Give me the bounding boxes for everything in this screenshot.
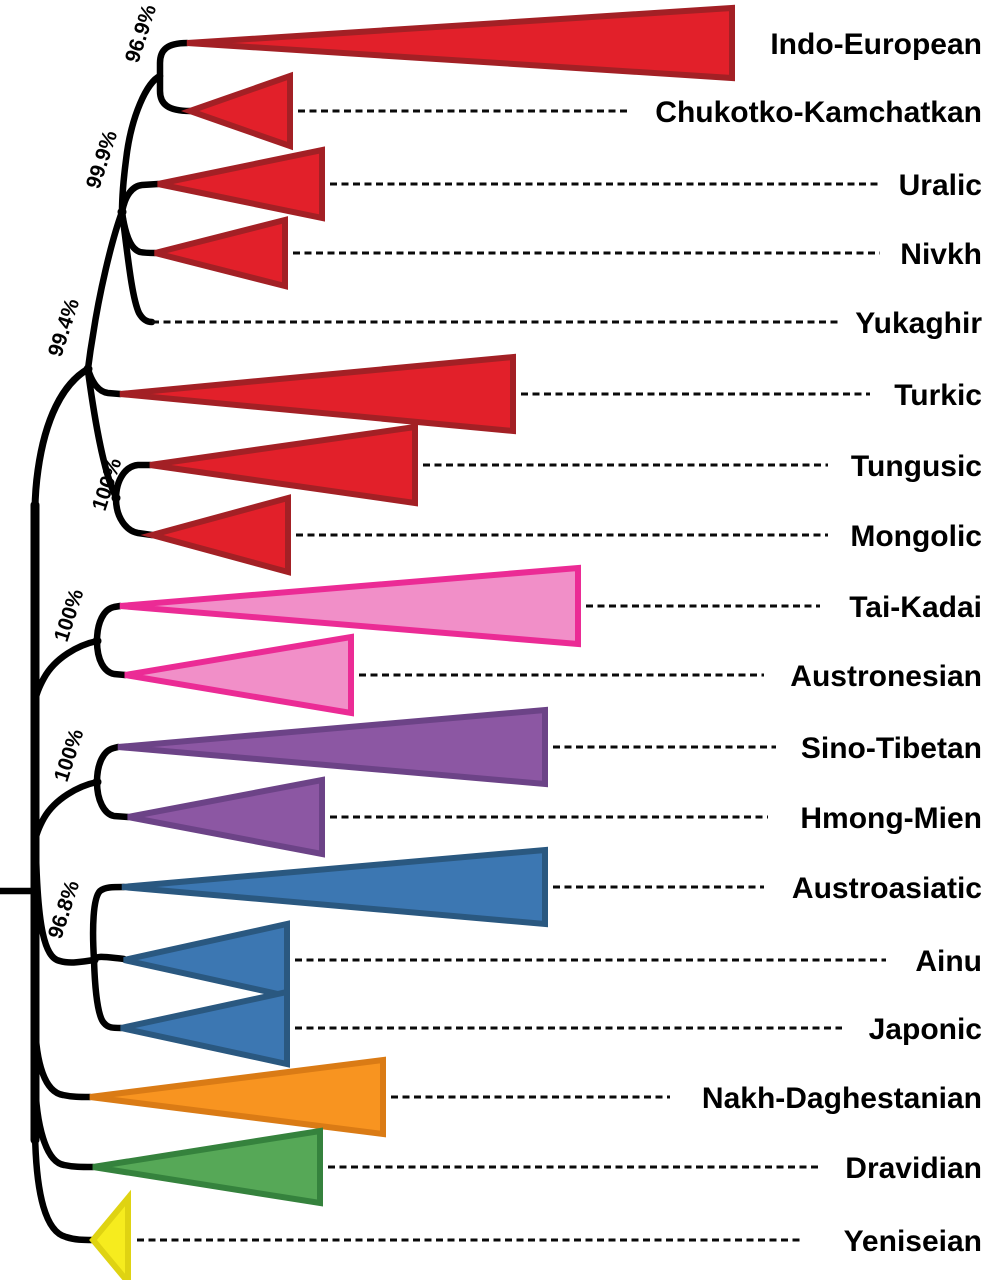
leaf-label-tungusic: Tungusic bbox=[851, 450, 982, 483]
leaf-label-turkic: Turkic bbox=[894, 379, 982, 412]
clade-triangle-sino-tibetan bbox=[117, 706, 548, 788]
edge-n3-to-n4 bbox=[84, 367, 120, 501]
leaf-label-ainu: Ainu bbox=[915, 945, 982, 978]
leaf-label-nivkh: Nivkh bbox=[900, 238, 982, 271]
leaf-label-chukotko-kamchatkan: Chukotko-Kamchatkan bbox=[655, 96, 982, 129]
node-100-tungusic-mongolic bbox=[111, 493, 121, 503]
node-100-taikadai-austronesian bbox=[92, 636, 102, 646]
clade-triangle-tungusic bbox=[149, 423, 418, 507]
clade-triangle-uralic bbox=[157, 146, 325, 222]
clade-triangle-chukotko-kamchatkan bbox=[180, 71, 293, 151]
leaf-label-yukaghir: Yukaghir bbox=[855, 307, 982, 340]
node-100-sinotibetan-hmongmien bbox=[92, 777, 102, 787]
edge-root-dravidian bbox=[31, 1074, 97, 1171]
edge-n3-to-trunk bbox=[31, 365, 92, 516]
clade-triangle-nakh-daghestanian bbox=[89, 1056, 386, 1138]
leaf-label-austronesian: Austronesian bbox=[790, 660, 982, 693]
support-label-2: 99.4% bbox=[44, 295, 84, 359]
edge-ieck-to-n2 bbox=[118, 72, 164, 216]
clade-triangle-nivkh bbox=[154, 216, 288, 290]
clade-triangle-austronesian bbox=[124, 633, 354, 717]
edge-n2-uralic bbox=[118, 180, 162, 216]
edge-n7-austroasiatic bbox=[89, 883, 128, 964]
node-99.4 bbox=[83, 364, 93, 374]
clade-triangle-japonic bbox=[120, 988, 290, 1068]
clade-triangle-indo-european bbox=[186, 4, 735, 82]
edge-n5-to-trunk bbox=[31, 637, 101, 706]
edge-n5-austronesian bbox=[93, 637, 129, 679]
edge-n7-japonic bbox=[90, 956, 125, 1032]
leaf-label-nakh-daghestanian: Nakh-Daghestanian bbox=[702, 1082, 982, 1115]
leaf-label-austroasiatic: Austroasiatic bbox=[792, 872, 982, 905]
support-label-6: 96.8% bbox=[44, 877, 84, 941]
clade-triangle-mongolic bbox=[140, 494, 291, 576]
clade-triangle-ainu bbox=[123, 920, 290, 1000]
edge-n7-ainu bbox=[90, 953, 128, 964]
edge-n5-taikadai bbox=[93, 602, 124, 645]
edge-root-yeniseian bbox=[31, 1128, 97, 1244]
node-ie-ck-bracket bbox=[156, 39, 194, 115]
node-96.8 bbox=[89, 955, 99, 965]
clade-triangle-austroasiatic bbox=[121, 846, 548, 928]
leaf-label-japonic: Japonic bbox=[869, 1013, 982, 1046]
support-label-5: 100% bbox=[50, 726, 89, 785]
clade-triangle-dravidian bbox=[92, 1127, 323, 1207]
support-label-0: 96.9% bbox=[121, 1, 161, 65]
edge-n6-to-trunk bbox=[31, 778, 101, 846]
edge-n2-to-n3 bbox=[84, 208, 126, 373]
clade-triangle-yeniseian bbox=[89, 1189, 131, 1280]
leaf-label-tai-kadai: Tai-Kadai bbox=[849, 591, 982, 624]
clade-triangle-hmong-mien bbox=[127, 776, 325, 858]
clade-triangle-tai-kadai bbox=[119, 564, 581, 648]
leaf-label-sino-tibetan: Sino-Tibetan bbox=[801, 732, 982, 765]
edge-root-nakh bbox=[31, 1018, 94, 1101]
edge-n6-hmongmien bbox=[93, 778, 132, 821]
leaf-label-yeniseian: Yeniseian bbox=[844, 1225, 982, 1258]
node-99.9 bbox=[117, 207, 127, 217]
leaf-label-hmong-mien: Hmong-Mien bbox=[800, 802, 982, 835]
support-label-1: 99.9% bbox=[82, 127, 122, 191]
edge-n2-yukaghir bbox=[118, 208, 156, 326]
leaf-label-mongolic: Mongolic bbox=[850, 520, 982, 553]
edge-n4-tungusic bbox=[112, 461, 154, 503]
clade-triangle-turkic bbox=[119, 353, 516, 435]
leaf-label-indo-european: Indo-European bbox=[770, 28, 982, 61]
leaf-label-uralic: Uralic bbox=[899, 169, 982, 202]
edge-n6-sinotibetan bbox=[93, 743, 122, 786]
leaf-label-dravidian: Dravidian bbox=[845, 1152, 982, 1185]
edge-n4-mongolic bbox=[112, 495, 156, 539]
support-label-4: 100% bbox=[50, 586, 89, 645]
